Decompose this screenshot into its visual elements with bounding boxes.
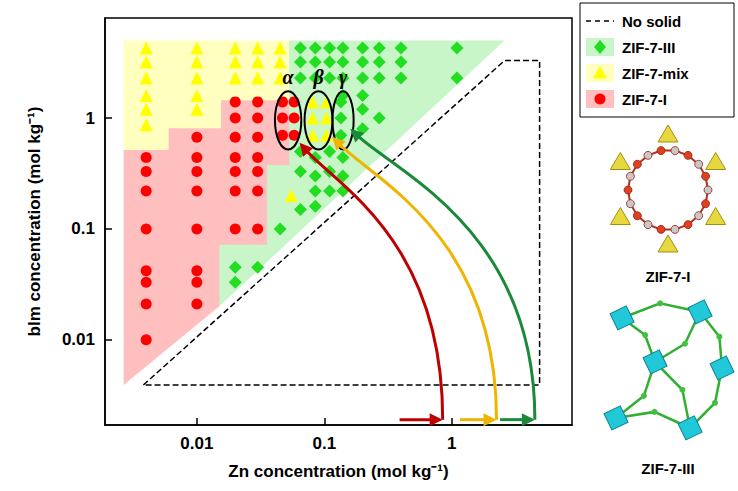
svg-text:1: 1 — [447, 434, 456, 453]
svg-text:ZIF-7-mix: ZIF-7-mix — [622, 65, 689, 82]
svg-text:γ: γ — [339, 66, 348, 89]
svg-text:β: β — [312, 66, 324, 89]
svg-text:bIm concentration (mol kg⁻¹): bIm concentration (mol kg⁻¹) — [25, 107, 44, 337]
svg-text:No solid: No solid — [622, 13, 681, 30]
svg-text:0.01: 0.01 — [180, 434, 213, 453]
svg-text:ZIF-7-III: ZIF-7-III — [622, 39, 675, 56]
svg-text:α: α — [283, 66, 295, 88]
svg-text:0.1: 0.1 — [71, 219, 95, 238]
svg-text:ZIF-7-I: ZIF-7-I — [622, 91, 667, 108]
svg-text:1: 1 — [86, 109, 95, 128]
svg-text:0.01: 0.01 — [62, 330, 95, 349]
svg-text:0.1: 0.1 — [312, 434, 336, 453]
svg-text:Zn concentration (mol kg⁻¹): Zn concentration (mol kg⁻¹) — [228, 462, 448, 481]
svg-text:ZIF-7-I: ZIF-7-I — [646, 268, 691, 285]
svg-text:ZIF-7-III: ZIF-7-III — [641, 460, 694, 477]
